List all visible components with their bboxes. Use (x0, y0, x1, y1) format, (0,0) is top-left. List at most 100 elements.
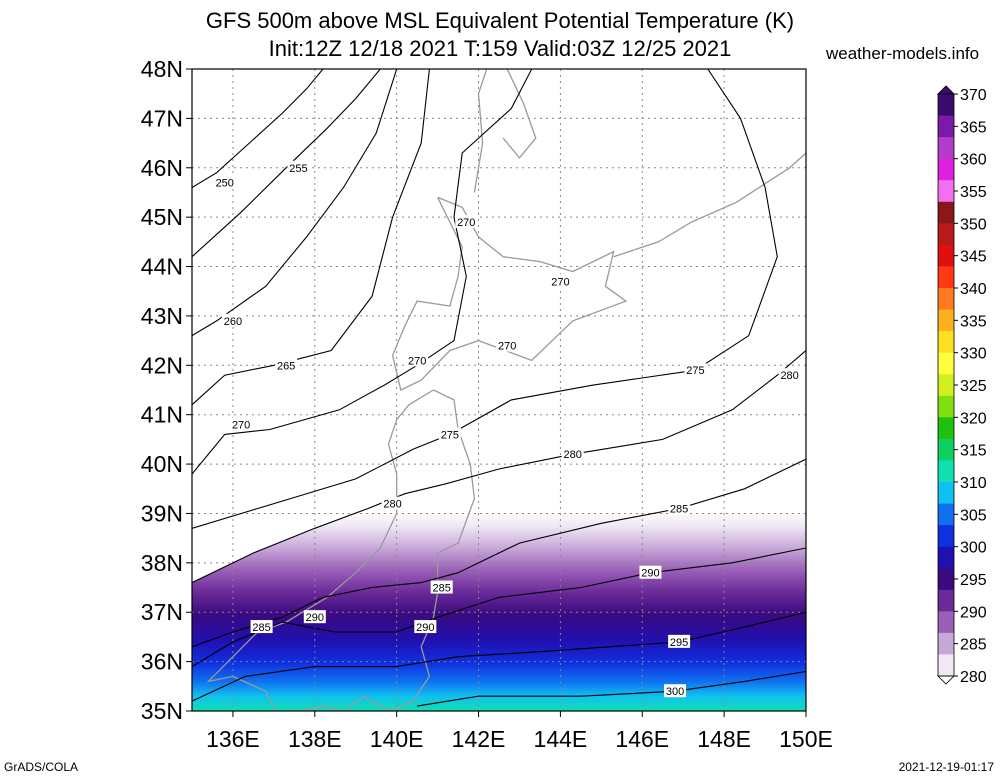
colorbar-swatch (938, 438, 954, 461)
lon-label: 138E (288, 726, 342, 752)
contour-label: 285 (433, 583, 451, 595)
lat-label: 43N (141, 303, 183, 329)
colorbar-label: 325 (960, 378, 987, 395)
contour-label-bg (221, 313, 244, 327)
contour-label: 285 (670, 504, 688, 516)
contour-label-bg (230, 417, 253, 431)
contour-label: 275 (686, 365, 704, 377)
colorbar-swatch (938, 266, 954, 289)
contour-label-bg (549, 274, 572, 288)
lon-label: 144E (534, 726, 588, 752)
lat-label: 48N (141, 56, 183, 82)
contour-265 (192, 69, 430, 406)
lat-label: 42N (141, 352, 183, 378)
colorbar-swatch (938, 460, 954, 483)
contour-label: 270 (498, 341, 516, 353)
contour-label: 290 (641, 568, 659, 580)
map-title: GFS 500m above MSL Equivalent Potential … (205, 8, 795, 33)
latitude-labels: 48N 47N 46N 45N 44N 43N 42N 41N 40N 39N 38N 37N 36N 3… (141, 56, 192, 724)
contour-label: 270 (457, 217, 475, 229)
lat-label: 47N (141, 105, 183, 131)
contour-label: 280 (780, 370, 798, 382)
colorbar-swatch (938, 309, 954, 332)
contour-label-bg (496, 338, 519, 352)
contour-label: 270 (232, 420, 250, 432)
contour-280 (192, 350, 806, 584)
source-label: weather-models.info (826, 44, 980, 63)
contour-label: 250 (216, 178, 234, 190)
contour-label: 260 (224, 316, 242, 328)
contour-labels: 250 255 270 270 260 270 270 265 275 280 270 275 280 2… (213, 160, 801, 698)
contour-label-bg (684, 363, 707, 377)
coastline (502, 69, 537, 159)
colorbar-label: 315 (960, 443, 987, 460)
colorbar-label: 345 (960, 249, 987, 266)
contour-label: 265 (277, 360, 295, 372)
lat-label: 37N (141, 599, 183, 625)
colorbar-swatch (938, 244, 954, 267)
colorbar-swatch (938, 374, 954, 397)
contour-255 (192, 69, 381, 258)
colorbar-swatch (938, 115, 954, 138)
contour-250 (192, 69, 324, 188)
colorbar-label: 290 (960, 604, 987, 621)
lat-label: 35N (141, 698, 183, 724)
lat-label: 40N (141, 451, 183, 477)
contour-label: 255 (289, 163, 307, 175)
colorbar-swatch (938, 482, 954, 505)
contour-label-bg (664, 684, 687, 698)
colorbar-label: 330 (960, 346, 987, 363)
contour-label: 280 (383, 499, 401, 511)
colorbar-label: 320 (960, 410, 987, 427)
colorbar-swatch (938, 137, 954, 160)
colorbar-label: 370 (960, 87, 987, 104)
colorbar-swatch (938, 201, 954, 224)
colorbar-swatch (938, 525, 954, 548)
colorbar-label: 365 (960, 119, 987, 136)
contour-label: 300 (666, 686, 684, 698)
contour-label-bg (287, 160, 310, 174)
coastline (206, 389, 476, 711)
contour-275 (192, 69, 778, 529)
colorbar-label: 295 (960, 572, 987, 589)
map-frame (191, 68, 807, 712)
lat-label: 36N (141, 649, 183, 675)
contour-label: 285 (252, 622, 270, 634)
colorbar-label: 285 (960, 637, 987, 654)
contour-label-bg (414, 620, 437, 634)
colorbar-swatch (938, 654, 954, 677)
colorbar-top-arrow (937, 85, 955, 95)
timestamp-label: 2021-12-19-01:17 (898, 760, 994, 774)
lat-label: 44N (141, 254, 183, 280)
lon-label: 150E (779, 726, 833, 752)
colorbar-label: 310 (960, 475, 987, 492)
contour-label: 290 (306, 612, 324, 624)
lat-label: 45N (141, 204, 183, 230)
colorbar-swatch (938, 568, 954, 591)
contour-label-bg (778, 368, 801, 382)
contour-label-bg (303, 610, 326, 624)
contour-label-bg (438, 427, 461, 441)
contour-label: 270 (551, 276, 569, 288)
contour-label-bg (250, 620, 273, 634)
contour-300 (417, 670, 806, 707)
colorbar-swatch (938, 503, 954, 526)
colorbar-swatch (938, 180, 954, 203)
lat-label: 39N (141, 500, 183, 526)
colorbar-swatch (938, 331, 954, 354)
lon-label: 146E (615, 726, 669, 752)
contour-label-bg (639, 565, 662, 579)
longitude-labels: 136E 138E 140E 142E 144E 146E 148E 150E (206, 711, 833, 752)
colorbar: 370 365 360 355 350 345 340 335 330 325 320 315 310 3… (937, 85, 987, 686)
lat-label: 41N (141, 402, 183, 428)
software-label: GrADS/COLA (4, 760, 79, 774)
colorbar-label: 340 (960, 281, 987, 298)
colorbar-swatch (938, 94, 954, 117)
colorbar-label: 305 (960, 507, 987, 524)
colorbar-label: 280 (960, 669, 987, 686)
lon-label: 140E (370, 726, 424, 752)
colorbar-swatch (938, 395, 954, 418)
coastline (473, 69, 488, 193)
colorbar-swatch (938, 417, 954, 440)
